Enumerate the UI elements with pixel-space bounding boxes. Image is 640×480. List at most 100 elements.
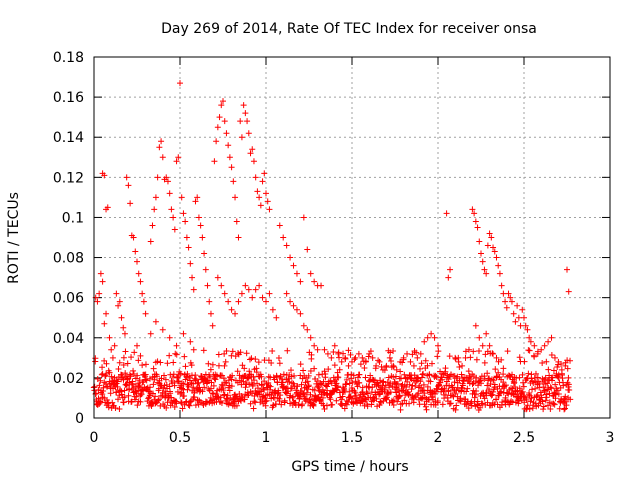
data-point bbox=[221, 362, 228, 369]
data-point bbox=[476, 238, 483, 245]
data-point bbox=[362, 358, 369, 365]
data-point bbox=[319, 386, 326, 393]
x-tick-label: 0 bbox=[90, 430, 99, 446]
data-point bbox=[423, 406, 430, 413]
data-point bbox=[258, 373, 265, 380]
data-point bbox=[183, 234, 190, 241]
data-point bbox=[357, 361, 364, 368]
data-point bbox=[431, 334, 438, 341]
data-point bbox=[194, 194, 201, 201]
data-point bbox=[237, 118, 244, 125]
data-point bbox=[244, 375, 251, 382]
data-point bbox=[143, 377, 150, 384]
data-point bbox=[304, 326, 311, 333]
data-point bbox=[285, 375, 292, 382]
data-point bbox=[137, 278, 144, 285]
data-point bbox=[486, 375, 493, 382]
data-point bbox=[536, 380, 543, 387]
data-point bbox=[538, 394, 545, 401]
data-point bbox=[273, 373, 280, 380]
data-point bbox=[225, 142, 232, 149]
data-point bbox=[103, 360, 110, 367]
data-point bbox=[137, 398, 144, 405]
data-point bbox=[438, 370, 445, 377]
data-point bbox=[214, 124, 221, 131]
data-point bbox=[192, 198, 199, 205]
data-point bbox=[562, 393, 569, 400]
data-point bbox=[118, 391, 125, 398]
data-point bbox=[311, 278, 318, 285]
data-point bbox=[152, 400, 159, 407]
data-point bbox=[454, 393, 461, 400]
data-point bbox=[401, 371, 408, 378]
data-point bbox=[541, 387, 548, 394]
data-point bbox=[504, 348, 511, 355]
data-point bbox=[323, 402, 330, 409]
data-point bbox=[211, 158, 218, 165]
data-point bbox=[126, 379, 133, 386]
data-point bbox=[546, 390, 553, 397]
data-point bbox=[551, 354, 558, 361]
data-point bbox=[422, 403, 429, 410]
data-point bbox=[161, 372, 168, 379]
data-point bbox=[223, 395, 230, 402]
data-point bbox=[526, 334, 533, 341]
data-point bbox=[238, 290, 245, 297]
data-point bbox=[256, 391, 263, 398]
data-point bbox=[335, 374, 342, 381]
data-point bbox=[496, 270, 503, 277]
data-point bbox=[477, 404, 484, 411]
data-point bbox=[96, 290, 103, 297]
data-point bbox=[284, 347, 291, 354]
data-point bbox=[251, 377, 258, 384]
data-point bbox=[263, 298, 269, 305]
plot-frame bbox=[93, 56, 611, 419]
x-tick-label: 1 bbox=[262, 430, 271, 446]
data-point bbox=[486, 342, 493, 349]
data-point bbox=[121, 387, 128, 394]
data-point bbox=[247, 356, 254, 363]
data-point bbox=[230, 178, 237, 185]
data-point bbox=[187, 338, 194, 345]
data-point bbox=[223, 130, 230, 137]
data-point bbox=[467, 376, 474, 383]
data-point bbox=[383, 362, 390, 369]
data-point bbox=[221, 118, 228, 125]
data-point bbox=[525, 370, 532, 377]
data-point bbox=[555, 358, 562, 365]
data-point bbox=[249, 381, 256, 388]
data-point bbox=[157, 359, 164, 366]
data-point bbox=[403, 384, 410, 391]
data-point bbox=[401, 382, 408, 389]
data-point bbox=[181, 353, 188, 360]
y-tick-label: 0.02 bbox=[53, 371, 84, 387]
data-point bbox=[478, 380, 485, 387]
data-point bbox=[327, 396, 334, 403]
data-point bbox=[307, 391, 314, 398]
data-point bbox=[168, 206, 175, 213]
data-point bbox=[490, 244, 497, 251]
data-point bbox=[550, 367, 557, 374]
data-point bbox=[175, 378, 182, 385]
data-point bbox=[97, 270, 104, 277]
data-point bbox=[427, 378, 434, 385]
data-point bbox=[190, 286, 197, 293]
data-point bbox=[136, 382, 143, 389]
data-point bbox=[309, 402, 316, 409]
data-point bbox=[287, 298, 294, 305]
data-point bbox=[159, 326, 166, 333]
data-point bbox=[516, 354, 523, 361]
data-point bbox=[548, 385, 555, 392]
data-point bbox=[101, 320, 108, 327]
data-point bbox=[101, 172, 108, 179]
data-point bbox=[397, 358, 404, 365]
data-point bbox=[290, 393, 297, 400]
data-point bbox=[158, 138, 165, 145]
data-point bbox=[308, 355, 315, 362]
data-point bbox=[171, 382, 178, 389]
data-point bbox=[562, 362, 569, 369]
data-point bbox=[542, 397, 549, 404]
data-point bbox=[490, 377, 497, 384]
data-point bbox=[390, 374, 397, 381]
data-point bbox=[228, 383, 235, 390]
